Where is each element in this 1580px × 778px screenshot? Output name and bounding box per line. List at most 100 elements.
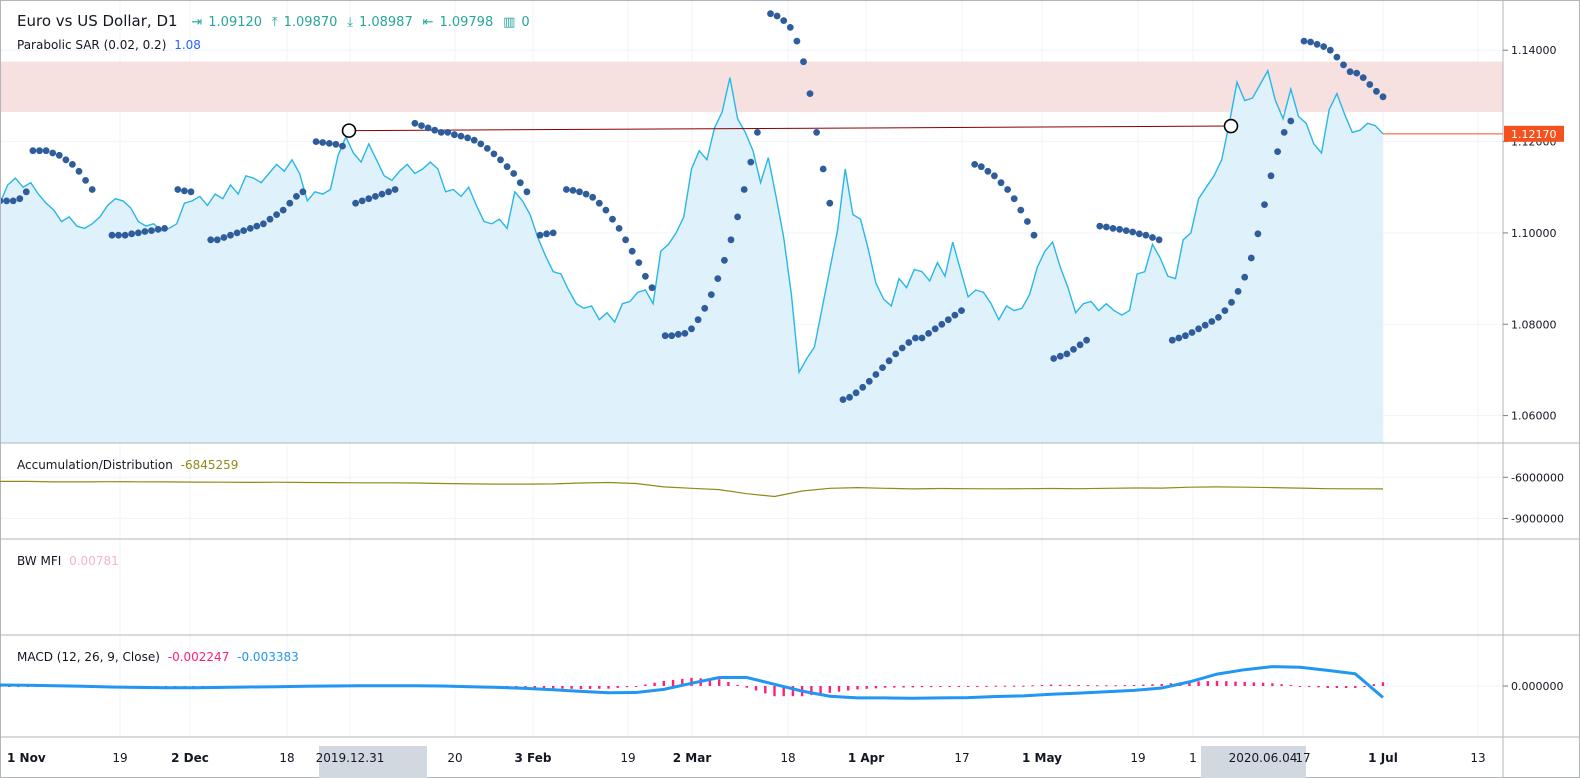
sar-dot	[62, 156, 70, 164]
sar-dot	[516, 179, 524, 187]
sar-dot	[207, 236, 215, 244]
sar-dot	[29, 147, 37, 155]
x-tick-label: 19	[112, 751, 127, 765]
ad-value: -6845259	[180, 458, 239, 472]
sar-dot	[1116, 225, 1123, 233]
sar-dot	[1010, 195, 1018, 203]
time-highlight	[319, 746, 427, 778]
sar-dot	[977, 163, 985, 171]
macd-hist-bar	[736, 684, 739, 686]
y-tick-label: 0.000000	[1511, 680, 1564, 693]
symbol-title[interactable]: Euro vs US Dollar, D1	[17, 12, 178, 30]
macd-hist-bar	[542, 686, 546, 689]
time-highlight	[1201, 746, 1306, 778]
sar-dot	[1083, 336, 1090, 344]
sar-dot	[1109, 225, 1117, 232]
sar-dot	[727, 236, 735, 244]
x-tick-label: 13	[1470, 751, 1485, 765]
x-tick-label: 2 Mar	[673, 751, 712, 765]
sar-dot	[885, 357, 893, 365]
sar-dot	[1004, 186, 1011, 193]
bwmfi-label[interactable]: BW MFI	[17, 554, 62, 568]
sar-dot	[128, 230, 136, 238]
sar-dot	[352, 199, 359, 207]
ad-label[interactable]: Accumulation/Distribution	[17, 458, 173, 472]
sar-dot	[319, 139, 327, 146]
sar-dot	[279, 206, 287, 214]
sar-dot	[859, 383, 867, 391]
trend-line-anchor-start[interactable]	[341, 123, 357, 138]
sar-dot	[595, 199, 603, 207]
sar-dot	[523, 188, 531, 196]
sar-dot	[622, 236, 629, 244]
sar-dot	[1267, 172, 1275, 180]
sar-dot	[958, 307, 965, 314]
sar-dot	[721, 256, 728, 264]
low-icon: ⤓	[347, 15, 353, 30]
time-axis[interactable]: 1 Nov 19 2 Dec 18 2019.12.31 20 3 Feb 19 2 Mar 18…	[7, 746, 1486, 778]
macd-hist-bar	[939, 686, 942, 687]
trend-line-anchor-end[interactable]	[1223, 118, 1239, 134]
macd-hist-bar	[1059, 684, 1062, 686]
psar-label[interactable]: Parabolic SAR (0.02, 0.2)	[17, 38, 167, 52]
sar-dot	[1326, 46, 1334, 54]
macd-hist-bar	[1049, 684, 1053, 686]
sar-dot	[1280, 129, 1288, 136]
macd-hist-bar	[625, 686, 629, 688]
sar-dot	[1300, 37, 1308, 45]
macd-signal-line	[0, 665, 1384, 700]
sar-dot	[464, 134, 471, 142]
macd-hist-bar	[856, 686, 859, 690]
sar-dot	[747, 158, 755, 166]
sar-dot	[339, 142, 346, 150]
sar-dot	[477, 140, 485, 148]
sar-dot	[839, 396, 847, 403]
macd-hist-bar	[1344, 686, 1348, 688]
sar-dot	[1353, 69, 1361, 77]
sar-dot	[1201, 321, 1209, 329]
sar-dot	[69, 161, 76, 168]
sar-dot	[1208, 318, 1216, 325]
sar-dot	[1261, 201, 1268, 209]
macd-hist-bar	[994, 685, 997, 687]
sar-dot	[1017, 206, 1025, 214]
sar-dot	[1333, 53, 1341, 61]
macd-hist-bar	[1022, 685, 1025, 687]
macd-hist-bar	[1068, 684, 1071, 686]
macd-hist-bar	[1040, 685, 1044, 686]
sar-dot	[754, 129, 761, 136]
sar-dot	[1287, 117, 1295, 125]
x-tick-label: 1 Jul	[1368, 751, 1398, 765]
sar-dot	[786, 24, 794, 31]
sar-dot	[325, 140, 333, 147]
sar-dot	[628, 247, 636, 255]
sar-dot	[49, 149, 57, 157]
sar-dot	[1096, 222, 1104, 230]
macd-hist-bar	[1197, 681, 1200, 686]
sar-dot	[905, 339, 913, 346]
sar-dot	[174, 186, 182, 193]
sar-dot	[635, 259, 643, 266]
sar-dot	[609, 215, 616, 223]
macd-signal-value: -0.003383	[237, 650, 299, 664]
macd-hist-bar	[671, 679, 675, 686]
sar-dot	[1129, 228, 1137, 236]
sar-dot	[1346, 68, 1354, 76]
macd-hist-bar	[1363, 686, 1366, 687]
sar-dot	[740, 186, 748, 193]
macd-hist-bar	[847, 686, 850, 691]
macd-label[interactable]: MACD (12, 26, 9, Close)	[17, 650, 160, 664]
macd-hist-bar	[1003, 685, 1007, 687]
macd-hist-bar	[1225, 681, 1228, 686]
trend-line[interactable]	[348, 125, 1232, 132]
price-tag-background	[1504, 125, 1564, 142]
sar-dot	[154, 225, 162, 233]
sar-dot	[661, 332, 669, 340]
sar-dot	[260, 220, 267, 228]
sar-dot	[1076, 341, 1084, 349]
close-icon: ⇤	[422, 15, 434, 30]
price-axis[interactable]: 1.140001.120001.100001.080001.06000-6000…	[1503, 44, 1564, 693]
volume-value: 0	[521, 15, 530, 30]
